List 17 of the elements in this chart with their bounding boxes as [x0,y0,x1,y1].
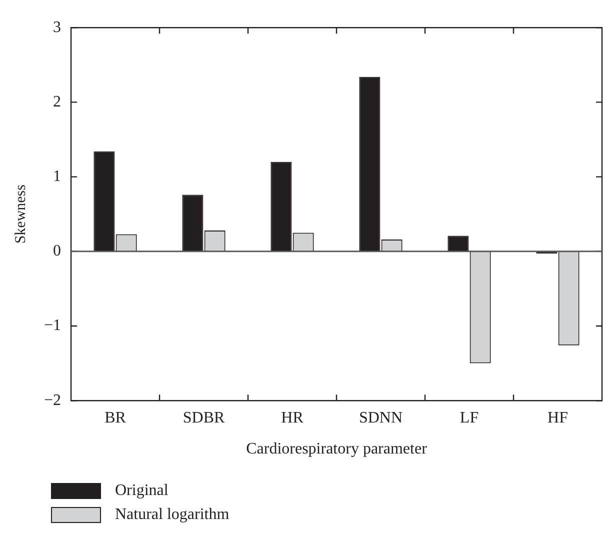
y-tick-label: −1 [44,317,62,334]
legend-label: Natural logarithm [115,506,230,524]
x-tick-label: HR [281,409,304,426]
y-tick-label: 1 [53,168,62,186]
y-tick-label: −2 [44,392,62,409]
x-tick-label: SDNN [358,409,403,426]
x-tick-label: BR [104,409,126,426]
x-axis-title: Cardiorespiratory parameter [246,440,428,458]
bar [448,236,469,252]
x-tick-label: LF [460,409,479,426]
x-tick-label: HF [548,409,568,426]
y-tick-label: 3 [53,18,62,36]
legend-label: Original [115,482,168,500]
y-tick-label: 2 [53,93,62,110]
x-tick-label: SDBR [182,409,225,426]
y-tick-label: 0 [53,242,62,260]
y-axis-title: Skewness [12,184,29,244]
